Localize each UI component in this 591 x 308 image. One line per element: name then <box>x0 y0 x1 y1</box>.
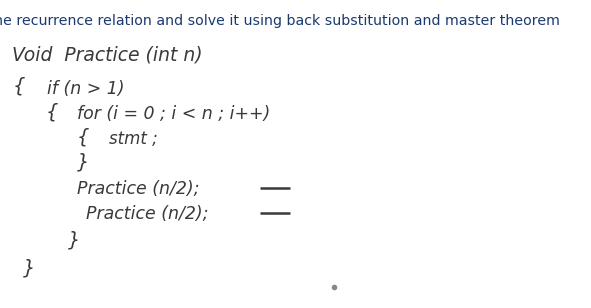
Text: Practice (n/2);: Practice (n/2); <box>86 205 208 223</box>
Text: Find the recurrence relation and solve it using back substitution and master the: Find the recurrence relation and solve i… <box>0 14 560 28</box>
Text: {: { <box>77 128 89 147</box>
Text: Void  Practice (int n): Void Practice (int n) <box>12 46 203 65</box>
Text: {: { <box>13 77 25 96</box>
Text: Practice (n/2);: Practice (n/2); <box>77 180 199 198</box>
Text: }: } <box>77 152 89 171</box>
Text: for (i = 0 ; i < n ; i++): for (i = 0 ; i < n ; i++) <box>77 105 270 123</box>
Text: }: } <box>68 231 80 250</box>
Text: {: { <box>46 103 59 122</box>
Text: if (n > 1): if (n > 1) <box>47 80 125 98</box>
Text: }: } <box>22 258 35 278</box>
Text: stmt ;: stmt ; <box>109 130 158 148</box>
